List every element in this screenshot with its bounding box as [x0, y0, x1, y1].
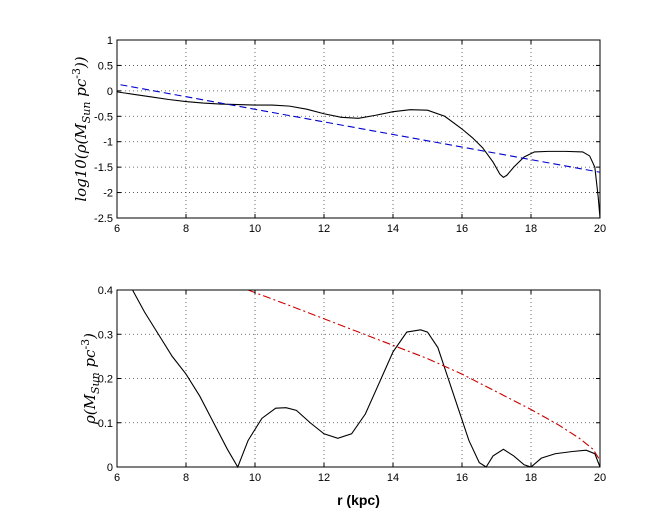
y-tick-label: 1 — [107, 35, 113, 47]
y-tick-label: 0.4 — [98, 285, 113, 297]
x-tick-label: 8 — [183, 472, 189, 484]
x-tick-label: 6 — [114, 472, 120, 484]
x-tick-label: 14 — [387, 223, 399, 235]
y-tick-label: 0.2 — [98, 374, 113, 386]
y-tick-label: -1.5 — [94, 162, 113, 174]
y-tick-label: -2.5 — [94, 213, 113, 225]
top-panel-log-density: 6 8 10 12 14 16 18 20 -2.5 -2 -1.5 -1 -0.5 0 0.5 1 log10… — [70, 35, 606, 235]
y-tick-label: 0 — [107, 462, 113, 474]
y-tick-label: -1 — [103, 137, 113, 149]
x-tick-label: 14 — [387, 472, 399, 484]
y-axis-label: ρ(MSun pc-3) — [79, 333, 102, 425]
x-tick-label: 10 — [249, 223, 261, 235]
x-tick-label: 8 — [183, 223, 189, 235]
x-tick-label: 10 — [249, 472, 261, 484]
x-tick-label: 16 — [456, 223, 468, 235]
y-tick-label: 0.1 — [98, 418, 113, 430]
series-line-solid — [132, 289, 601, 469]
y-tick-label: -2 — [103, 188, 113, 200]
y-axis-label: log10(ρ(MSun pc-3)) — [70, 56, 93, 201]
x-tick-label: 6 — [114, 223, 120, 235]
x-axis-label: r (kpc) — [337, 492, 380, 508]
y-tick-label: 0.3 — [98, 329, 113, 341]
series-line-dashdot — [247, 289, 601, 461]
y-tick-label: 0 — [107, 86, 113, 98]
series-line-dashed — [120, 84, 601, 173]
x-tick-label: 18 — [525, 472, 537, 484]
x-tick-label: 20 — [594, 223, 606, 235]
x-tick-label: 12 — [318, 472, 330, 484]
bottom-panel-density: 6 8 10 12 14 16 18 20 0 0.1 0.2 0.3 0.4 ρ(MSun pc-3) r… — [79, 285, 606, 508]
x-tick-label: 16 — [456, 472, 468, 484]
y-tick-label: 0.5 — [98, 60, 113, 72]
x-tick-label: 18 — [525, 223, 537, 235]
axes-box — [116, 39, 601, 219]
series-line-solid — [116, 91, 601, 219]
y-tick-label: -0.5 — [94, 111, 113, 123]
x-tick-label: 20 — [594, 472, 606, 484]
x-tick-label: 12 — [318, 223, 330, 235]
